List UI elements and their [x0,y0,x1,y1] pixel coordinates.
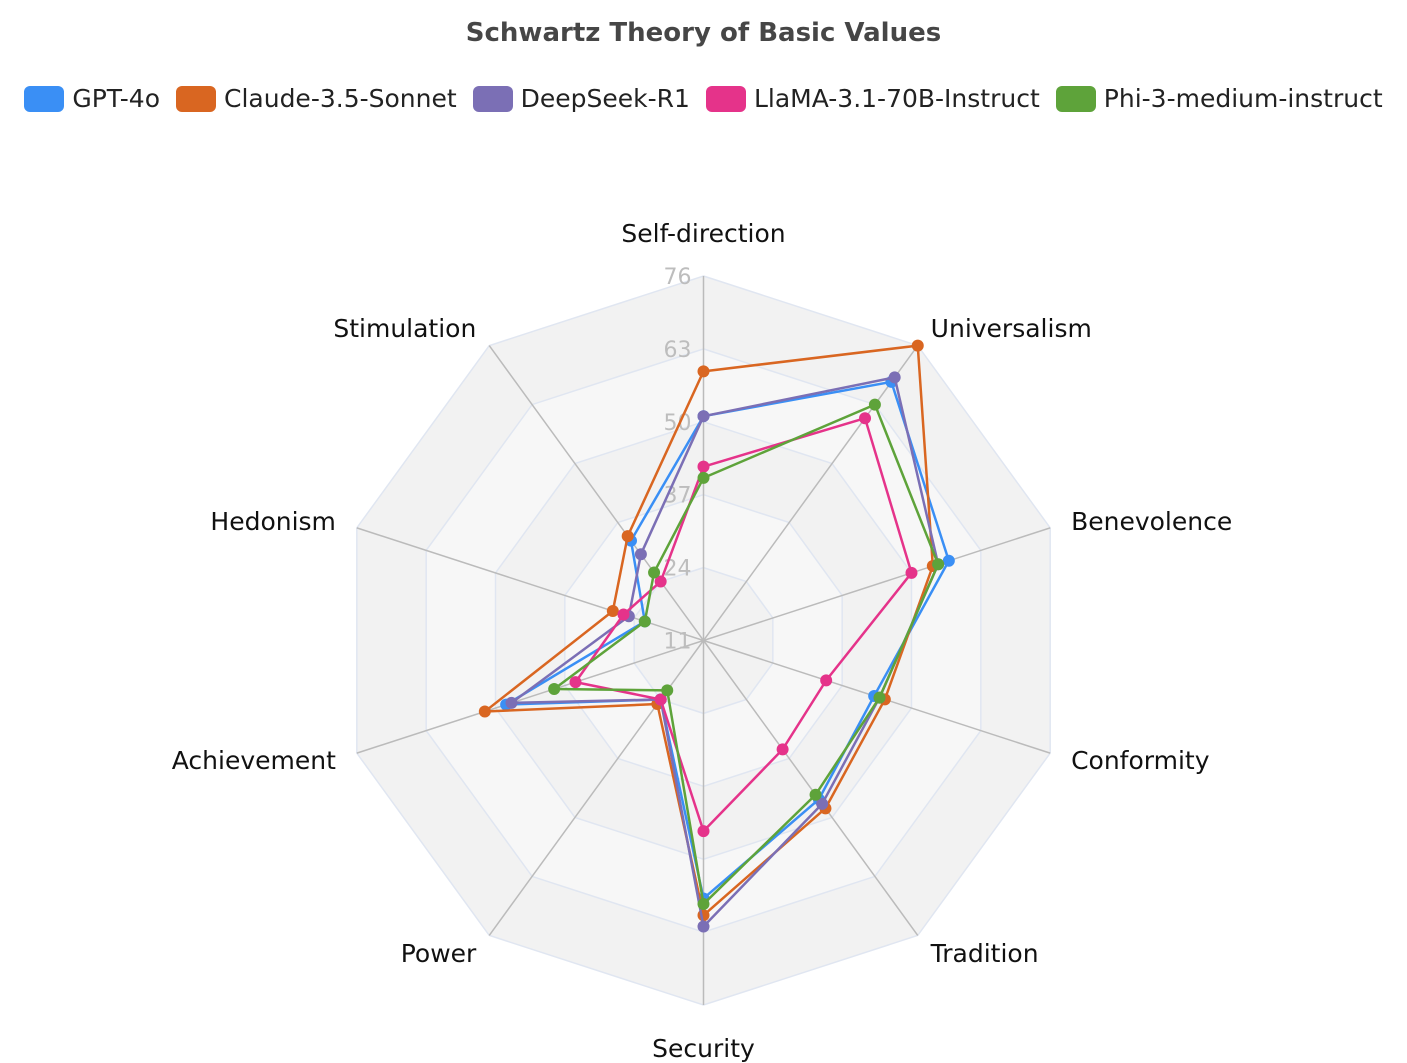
data-point[interactable] [697,898,710,911]
series-llama-3-1-70b-instruct[interactable] [569,412,918,838]
category-label: Hedonism [210,507,336,536]
data-point[interactable] [654,575,667,588]
tick-label: 76 [664,265,692,290]
axis-line [356,639,704,754]
legend-label: DeepSeek-R1 [520,84,690,113]
data-point[interactable] [638,615,651,628]
data-point[interactable] [873,691,886,704]
data-point[interactable] [569,676,582,689]
data-point[interactable] [478,705,491,718]
legend-item-gpt-4o[interactable]: GPT-4o [24,84,160,113]
axis-line [488,345,705,641]
data-point[interactable] [697,825,710,838]
radar-axis-lines [356,276,1051,1005]
legend-item-deepseek[interactable]: DeepSeek-R1 [472,84,690,113]
data-point[interactable] [505,696,518,709]
category-labels: Self-direction Universalism Benevolence Con… [172,219,1232,1063]
category-label: Benevolence [1071,507,1232,536]
data-point[interactable] [859,412,872,425]
category-label: Conformity [1071,746,1210,775]
data-point[interactable] [697,410,710,423]
axis-line [703,527,1051,642]
series-phi-3-medium-instruct[interactable] [548,398,945,911]
data-point[interactable] [661,684,674,697]
category-label: Power [401,939,477,968]
legend-swatch-icon [705,85,746,112]
category-label: Achievement [172,746,336,775]
legend: GPT-4o Claude-3.5-Sonnet DeepSeek-R1 Lla… [0,84,1407,113]
data-point[interactable] [911,339,924,352]
data-point[interactable] [697,471,710,484]
data-point[interactable] [697,909,710,922]
axis-line [702,345,919,641]
data-point[interactable] [816,797,829,810]
axis-line [702,640,919,936]
legend-swatch-icon [176,85,216,112]
data-point[interactable] [648,566,661,579]
data-point[interactable] [776,743,789,756]
data-point[interactable] [932,558,945,571]
legend-label: Claude-3.5-Sonnet [224,84,457,113]
data-point[interactable] [634,548,647,561]
tick-label: 63 [664,338,692,363]
legend-label: GPT-4o [72,84,160,113]
legend-item-llama[interactable]: LlaMA-3.1-70B-Instruct [705,84,1040,113]
category-label: Universalism [931,314,1092,343]
legend-label: LlaMA-3.1-70B-Instruct [753,84,1040,113]
data-point[interactable] [697,365,710,378]
category-label: Security [652,1034,755,1063]
data-point[interactable] [820,674,833,687]
data-point[interactable] [809,788,822,801]
data-point[interactable] [697,920,710,933]
legend-swatch-icon [472,85,513,112]
tick-label: 11 [664,630,692,655]
data-point[interactable] [942,554,955,567]
legend-label: Phi-3-medium-instruct [1103,84,1383,113]
data-point[interactable] [868,398,881,411]
legend-item-phi[interactable]: Phi-3-medium-instruct [1055,84,1383,113]
data-point[interactable] [654,693,667,706]
data-point[interactable] [617,608,630,621]
data-point[interactable] [606,605,619,618]
data-point[interactable] [905,566,918,579]
data-point[interactable] [888,371,901,384]
data-point[interactable] [621,530,634,543]
legend-swatch-icon [1055,85,1096,112]
tick-label: 50 [664,411,692,436]
legend-swatch-icon [24,85,65,112]
data-point[interactable] [548,683,561,696]
category-label: Tradition [930,939,1039,968]
legend-item-claude[interactable]: Claude-3.5-Sonnet [176,84,457,113]
data-point[interactable] [697,460,710,473]
category-label: Self-direction [621,219,785,248]
chart-title: Schwartz Theory of Basic Values [465,18,942,48]
data-series [478,339,955,933]
category-label: Stimulation [333,314,476,343]
